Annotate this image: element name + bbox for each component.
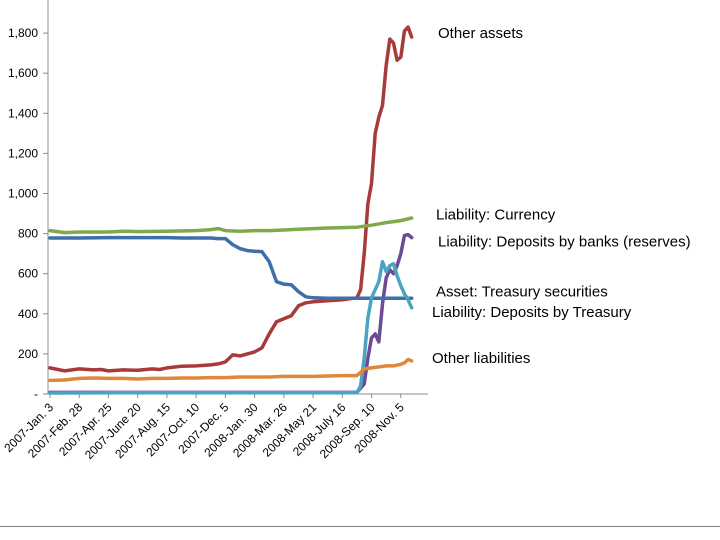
series-line-5 (48, 357, 414, 383)
slide-divider (0, 526, 720, 527)
series-group (48, 25, 414, 395)
y-tick-label: 800 (18, 227, 38, 241)
series-label-2: Liability: Deposits by banks (reserves) (438, 234, 691, 251)
y-tick-label: 1,600 (8, 66, 38, 80)
y-tick-label: 1,000 (8, 187, 38, 201)
y-axis: - 200 400 600 800 1,000 1,200 1,400 1,600 1,800 (8, 0, 49, 401)
y-tick-label: 1,200 (8, 146, 38, 160)
y-tick-label: 1,800 (8, 26, 38, 40)
series-line-3 (48, 235, 414, 300)
series-line-4 (48, 259, 414, 395)
series-label-4: Liability: Deposits by Treasury (432, 304, 632, 321)
series-label-3: Asset: Treasury securities (436, 284, 608, 301)
y-tick-label: 400 (18, 307, 38, 321)
series-line-1 (48, 216, 414, 235)
y-tick-label: 200 (18, 347, 38, 361)
series-line-0 (48, 25, 414, 373)
y-tick-label: 1,400 (8, 106, 38, 120)
y-tick-label: - (34, 387, 38, 401)
y-tick-label: 600 (18, 267, 38, 281)
series-label-1: Liability: Currency (436, 207, 556, 224)
series-label-5: Other liabilities (432, 350, 530, 367)
series-labels: Other assets Liability: Currency Liability… (432, 25, 691, 367)
series-label-0: Other assets (438, 25, 523, 42)
